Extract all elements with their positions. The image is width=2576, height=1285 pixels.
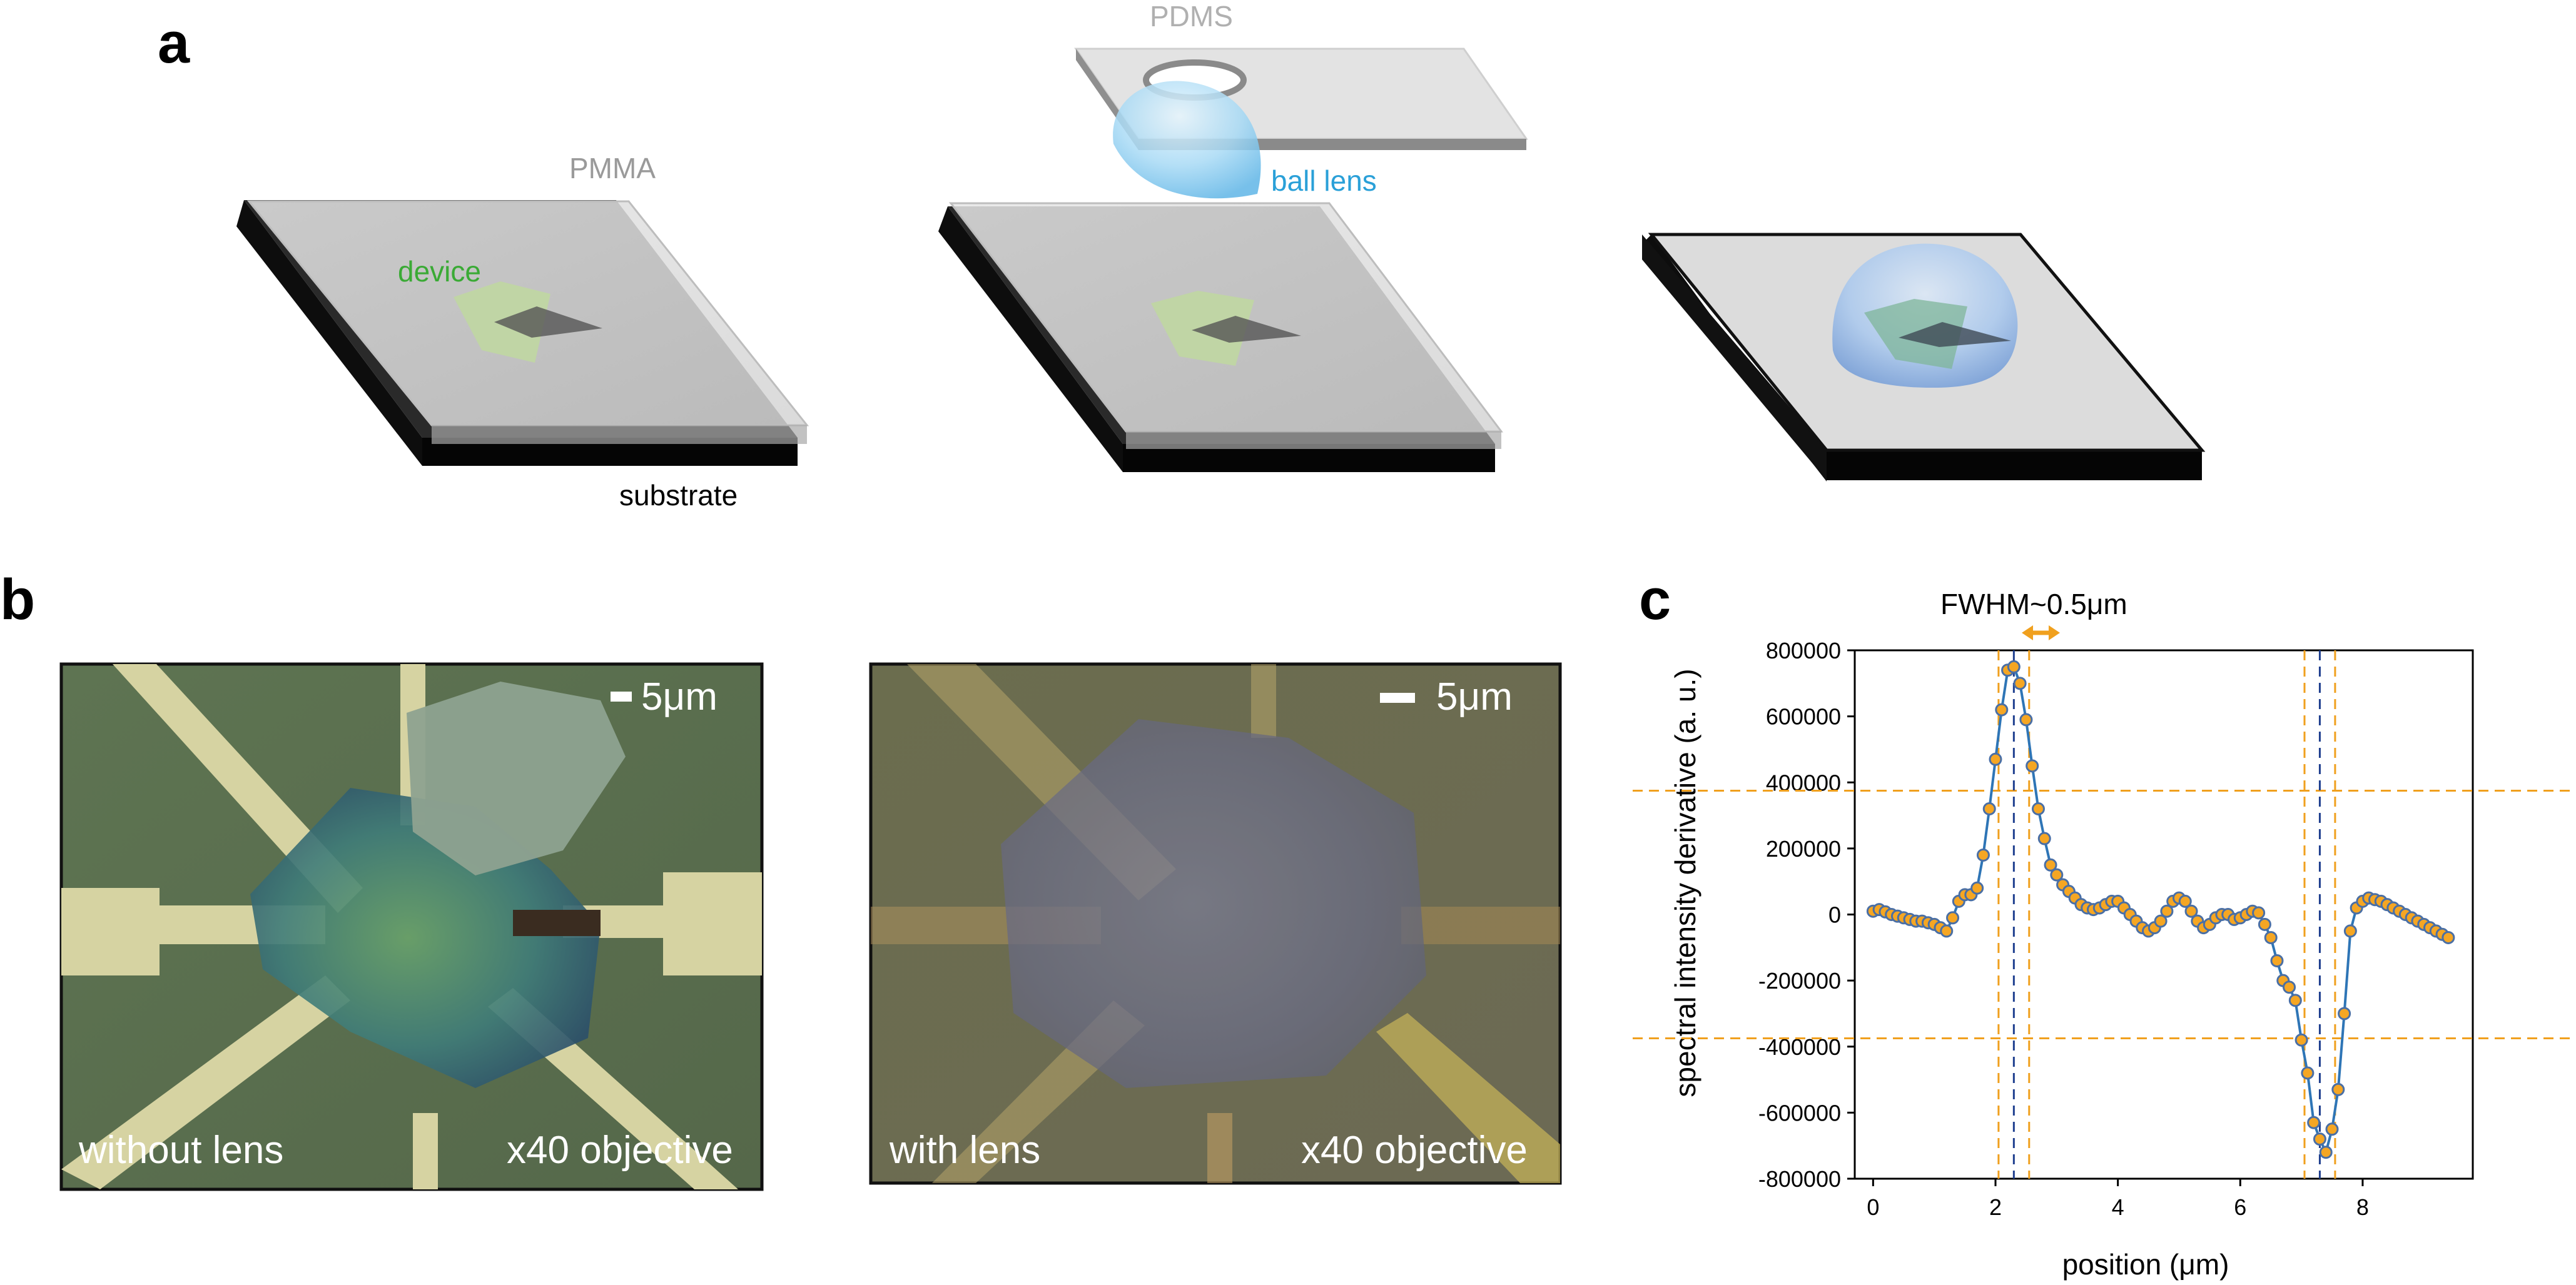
scale-bar-label-left: 5μm (641, 675, 718, 718)
chart-plot: 8000006000004000002000000-200000-400000-… (1633, 638, 2576, 1220)
substrate-side-2 (938, 206, 1123, 472)
data-point (2013, 677, 2027, 690)
substrate-side (236, 200, 422, 466)
caption-objective-left: x40 objective (507, 1129, 733, 1172)
y-axis-title: spectral intensity derivative (a. u.) (1669, 668, 1701, 1097)
data-point (2264, 930, 2278, 944)
ball-lens-hanging (1113, 81, 1261, 199)
x-tick-label: 0 (1867, 1194, 1879, 1220)
data-point (1989, 752, 2002, 766)
y-tick-label: 800000 (1766, 638, 1841, 663)
y-tick-label: 600000 (1766, 704, 1841, 730)
data-point (2031, 802, 2045, 815)
x-axis-title: position (μm) (2062, 1248, 2229, 1281)
fwhm-annotation: FWHM~0.5μm (1940, 588, 2127, 620)
x-tick-label: 2 (1989, 1194, 2002, 1220)
device-crystal-2 (1192, 316, 1301, 343)
data-point (2270, 954, 2284, 967)
x-tick-label: 6 (2234, 1194, 2246, 1220)
pmma-label: PMMA (569, 152, 656, 184)
y-tick-label: -800000 (1758, 1166, 1841, 1192)
pmma-edge-2 (1126, 431, 1501, 449)
device-crystal-3 (1899, 322, 2011, 347)
data-point (2307, 1116, 2321, 1129)
caption-objective-right: x40 objective (1301, 1129, 1528, 1172)
substrate-front (422, 438, 798, 466)
data-point (1940, 924, 1954, 938)
pmma-layer-edge (432, 425, 807, 444)
x-tick-label: 4 (2112, 1194, 2124, 1220)
data-point (2295, 1033, 2308, 1047)
data-point (2313, 1132, 2326, 1146)
y-tick-label: -200000 (1758, 968, 1841, 994)
data-point (2050, 868, 2064, 882)
device-crystal (494, 306, 602, 338)
substrate-front-3 (1827, 450, 2202, 480)
fwhm-arrow (2022, 625, 2060, 640)
data-point (2154, 914, 2168, 928)
data-point (1946, 911, 1960, 925)
micrograph-without-lens: 5μm without lens x40 objective (59, 662, 764, 1191)
data-point (2044, 858, 2057, 872)
ball-lens-label: ball lens (1271, 164, 1377, 197)
data-point (2283, 980, 2296, 994)
substrate-side-3b (1642, 234, 1827, 480)
panel-b: b 5μm without lens x40 objective (0, 568, 1562, 1191)
data-point (1970, 881, 1984, 895)
data-point (2258, 917, 2271, 931)
panel-a: a PMMA device substrate PDMS ball lens (158, 0, 2206, 511)
data-point (2160, 904, 2174, 918)
data-point (2037, 832, 2051, 845)
data-point (2325, 1122, 2339, 1136)
scale-bar-label-right: 5μm (1436, 675, 1513, 718)
data-point (2178, 894, 2192, 908)
y-tick-label: 400000 (1766, 770, 1841, 795)
data-point (2319, 1146, 2333, 1159)
data-point (2252, 906, 2266, 920)
panel-letter-c: c (1639, 568, 1671, 632)
micrograph-with-lens: 5μm with lens x40 objective (869, 662, 1562, 1185)
step-2-illustration: PDMS ball lens (938, 0, 1528, 472)
substrate-label: substrate (619, 479, 738, 511)
data-point (2184, 904, 2198, 918)
data-point (2301, 1066, 2315, 1080)
data-point (2338, 1007, 2351, 1020)
data-point (1995, 703, 2009, 717)
caption-without-lens: without lens (78, 1129, 283, 1172)
device-label: device (398, 255, 481, 288)
data-point (2007, 660, 2021, 673)
data-point (2288, 994, 2302, 1007)
y-tick-label: 200000 (1766, 836, 1841, 862)
data-point (2026, 759, 2039, 773)
data-point (2442, 930, 2455, 944)
data-point (1982, 802, 1996, 815)
panel-letter-b: b (0, 568, 35, 632)
data-point (2343, 924, 2357, 938)
x-tick-label: 8 (2356, 1194, 2369, 1220)
substrate-front-2 (1123, 444, 1495, 472)
step-3-illustration (1642, 233, 2206, 481)
panel-letter-a: a (158, 11, 190, 75)
y-tick-label: 0 (1828, 902, 1841, 928)
data-point (1976, 848, 1990, 862)
data-point (2019, 713, 2033, 727)
y-tick-label: -600000 (1758, 1100, 1841, 1126)
pdms-label: PDMS (1150, 0, 1233, 33)
panel-c: c FWHM~0.5μm spectral intensity derivati… (1633, 568, 2576, 1281)
data-point (2331, 1082, 2345, 1096)
caption-with-lens: with lens (889, 1129, 1040, 1172)
step-1-illustration: PMMA device substrate (236, 152, 809, 511)
